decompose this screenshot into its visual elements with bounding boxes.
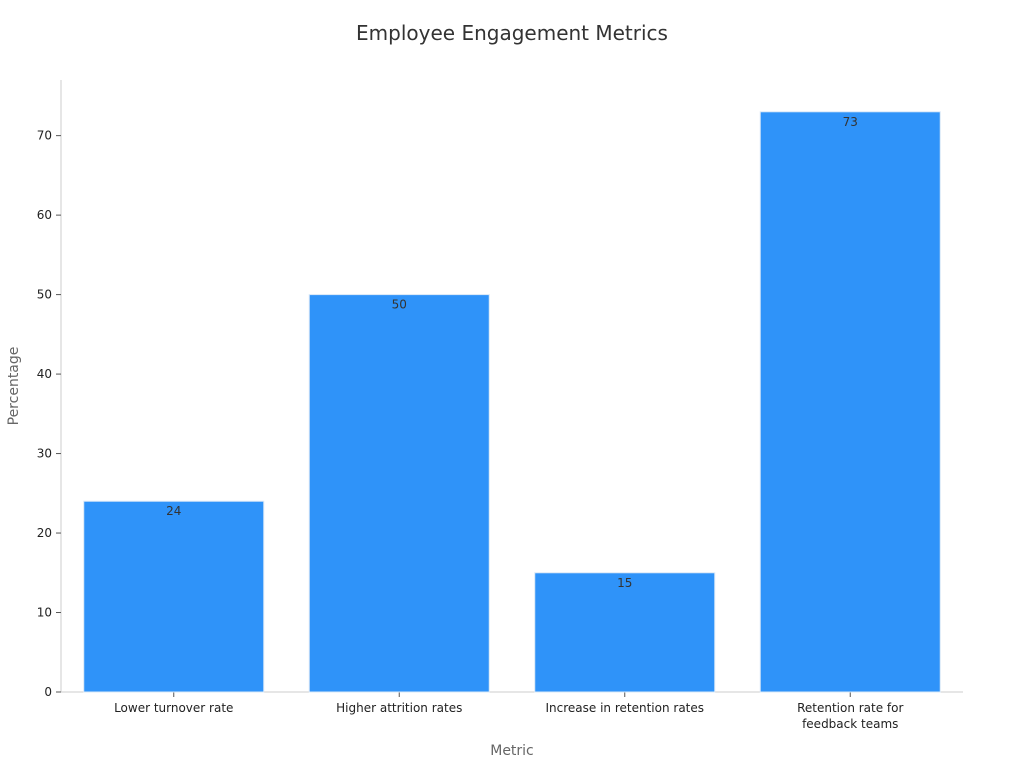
bar-value-label: 50 (392, 298, 407, 312)
value-labels: 24 50 15 73 (166, 115, 858, 590)
bar-value-label: 24 (166, 504, 181, 518)
x-axis: Lower turnover rate Higher attrition rate… (61, 691, 963, 731)
y-tick-label: 60 (37, 208, 52, 222)
x-tick-label: Lower turnover rate (114, 701, 233, 715)
y-axis: 0 10 20 30 40 50 60 70 (37, 80, 62, 699)
x-tick-label: Increase in retention rates (545, 701, 704, 715)
bar (759, 111, 941, 693)
x-tick-label: Higher attrition rates (336, 701, 462, 715)
bar (83, 500, 265, 693)
chart-title: Employee Engagement Metrics (356, 21, 668, 45)
bars (83, 111, 941, 693)
x-axis-label: Metric (490, 743, 534, 759)
y-tick-label: 10 (37, 606, 52, 620)
bar (308, 294, 490, 693)
bar (534, 572, 716, 693)
x-tick-label: Retention rate for (797, 701, 903, 715)
y-tick-label: 50 (37, 288, 52, 302)
y-tick-label: 30 (37, 447, 52, 461)
bar-value-label: 73 (843, 115, 858, 129)
y-tick-label: 20 (37, 526, 52, 540)
y-axis-label: Percentage (6, 347, 22, 426)
y-tick-label: 70 (37, 129, 52, 143)
y-tick-label: 40 (37, 367, 52, 381)
x-tick-label: feedback teams (802, 717, 898, 731)
y-tick-label: 0 (44, 685, 52, 699)
bar-value-label: 15 (617, 576, 632, 590)
